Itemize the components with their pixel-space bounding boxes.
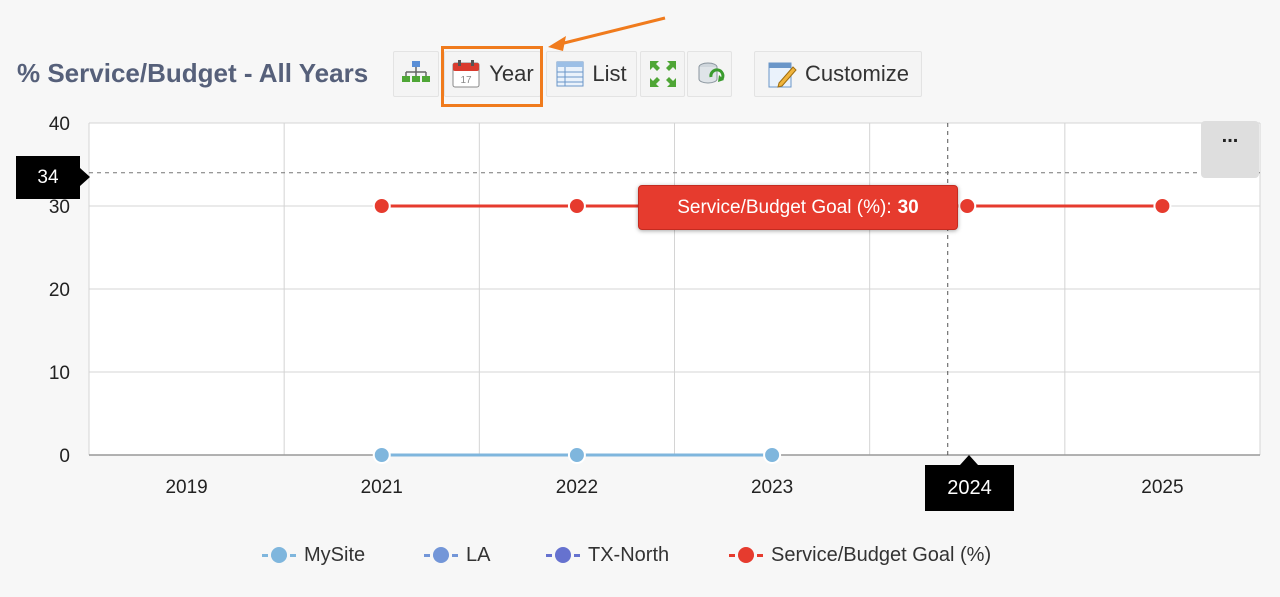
data-point [372,446,391,464]
tooltip-value: 30 [897,196,919,218]
data-tooltip: Service/Budget Goal (%): 30 [638,185,958,230]
customize-icon [768,62,797,88]
legend-label: Service/Budget Goal (%) [771,543,992,566]
x-tick-label: 2019 [165,477,207,498]
list-button-label: List [592,61,627,86]
chart-title: % Service/Budget - All Years [17,58,369,88]
data-point [567,197,586,215]
legend-item-tx-north[interactable]: TX-North [546,540,669,570]
data-point [958,197,977,215]
legend-label: LA [466,543,491,566]
legend-marker-icon [424,545,458,565]
x-tick-label: 2025 [1141,477,1183,498]
x-tick-label: 2021 [361,477,403,498]
list-icon [556,61,584,87]
chart-legend: MySite LA TX-North Service/Budget Goal (… [0,540,1280,570]
hierarchy-button[interactable] [393,51,439,97]
data-point [763,446,782,464]
year-button-label: Year [489,61,534,86]
x-tick-label: 2023 [751,477,793,498]
legend-label: TX-North [588,543,670,566]
legend-marker-icon [262,545,296,565]
legend-item-mysite[interactable]: MySite [262,540,365,570]
data-point [1153,197,1172,215]
calendar-icon: 17 [452,60,480,88]
legend-label: MySite [304,543,366,566]
x-tick-label: 2022 [556,477,598,498]
customize-button-label: Customize [805,61,909,86]
legend-marker-icon [729,545,763,565]
refresh-icon [698,62,724,84]
legend-marker-icon [546,545,580,565]
data-point [372,197,391,215]
svg-text:17: 17 [461,75,473,86]
y-tick-label: 40 [49,114,70,135]
refresh-button[interactable] [687,51,732,97]
y-tick-label: 0 [59,446,70,467]
fullscreen-button[interactable] [640,51,685,97]
list-button[interactable]: List [546,51,637,97]
customize-button[interactable]: Customize [754,51,922,97]
hierarchy-icon [402,61,430,82]
tooltip-label: Service/Budget Goal (%): [677,196,892,218]
crosshair-y-label: 34 [16,156,90,199]
legend-item-la[interactable]: LA [424,540,490,570]
more-options-button[interactable]: ... [1201,121,1259,178]
y-tick-label: 30 [49,197,70,218]
crosshair-x-label: 2024 [925,455,1014,511]
y-tick-label: 20 [49,280,70,301]
legend-item-service-budget-goal[interactable]: Service/Budget Goal (%) [729,540,991,570]
data-point [567,446,586,464]
expand-icon [649,61,676,87]
y-tick-label: 10 [49,363,70,384]
